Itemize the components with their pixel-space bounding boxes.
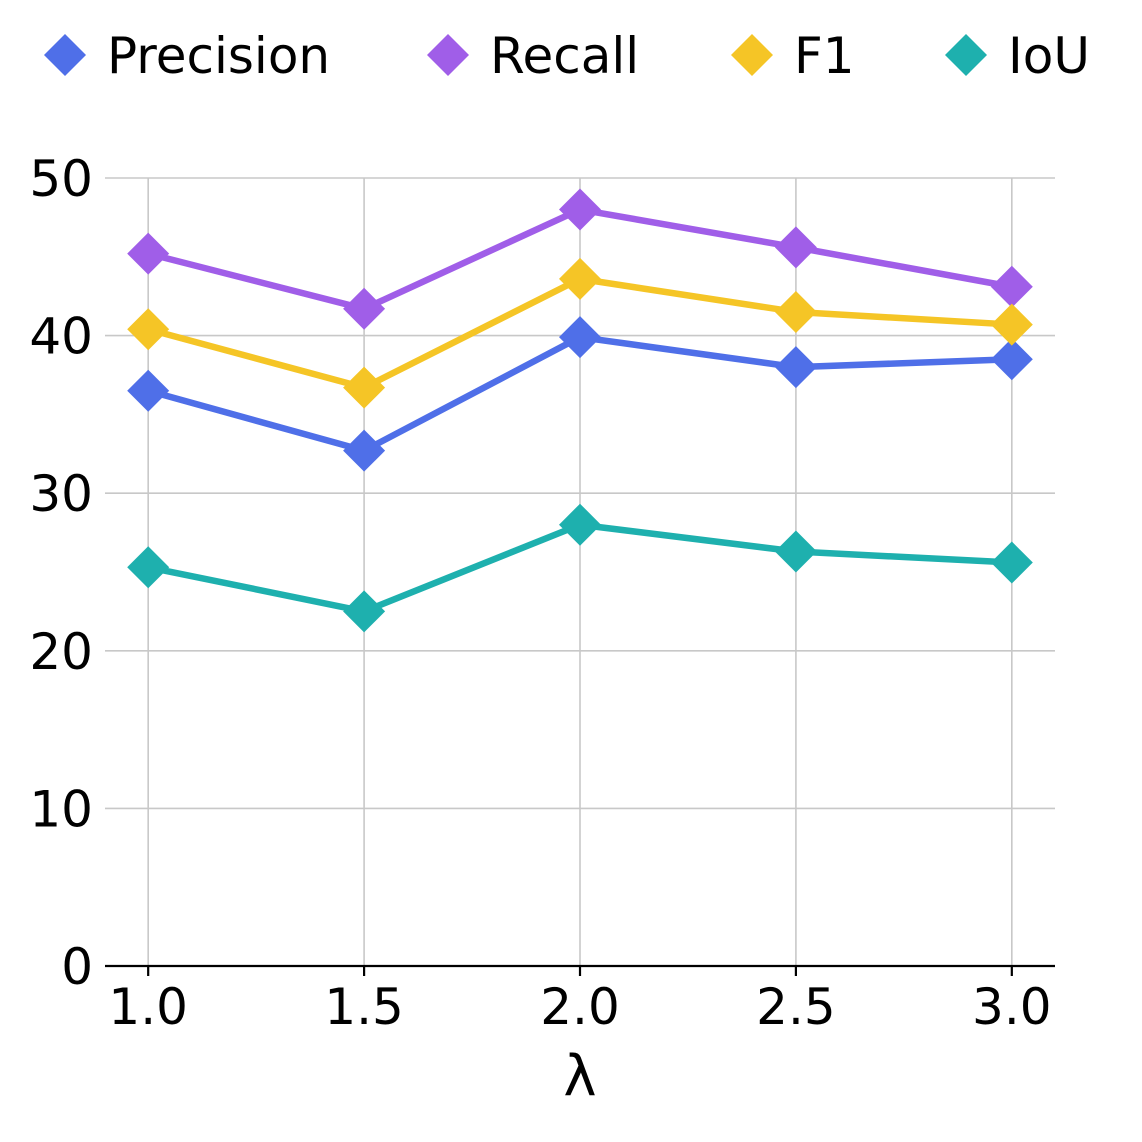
x-tick-label: 1.5: [324, 978, 404, 1036]
legend-label: IoU: [1008, 27, 1090, 85]
data-point-f1: [559, 257, 601, 300]
y-tick-label: 40: [29, 308, 93, 366]
x-tick-label: 2.5: [756, 978, 836, 1036]
data-point-precision: [559, 316, 601, 359]
data-point-recall: [774, 226, 817, 269]
y-tick-label: 50: [29, 150, 93, 208]
axes: 0 10 20 30 40 50 1.0 1.5 2.0 2.5 3.0: [29, 150, 1055, 1036]
legend-item-recall: Recall: [427, 27, 639, 85]
data-point-iou: [559, 503, 601, 546]
y-tick-label: 20: [29, 623, 93, 681]
series-iou: [127, 503, 1033, 633]
series-precision: [127, 316, 1033, 472]
legend: Precision Recall F1 IoU: [44, 27, 1090, 85]
data-point-precision: [343, 429, 386, 472]
x-tick-label: 3.0: [972, 978, 1052, 1036]
series-f1: [127, 257, 1033, 409]
data-point-precision: [990, 338, 1033, 381]
y-tick-label: 10: [29, 780, 93, 838]
data-point-iou: [990, 541, 1033, 584]
data-point-precision: [127, 369, 170, 412]
data-point-precision: [774, 346, 817, 389]
series-group: [127, 188, 1033, 633]
data-point-f1: [990, 303, 1033, 346]
legend-marker: [945, 34, 987, 76]
data-point-recall: [127, 232, 170, 275]
x-tick-label: 2.0: [540, 978, 620, 1036]
legend-item-f1: F1: [731, 27, 855, 85]
data-point-f1: [774, 290, 817, 333]
legend-label: Precision: [107, 27, 330, 85]
legend-marker: [427, 34, 469, 76]
y-tick-label: 0: [61, 938, 93, 996]
data-point-recall: [559, 188, 601, 231]
data-point-iou: [343, 590, 386, 633]
legend-label: Recall: [490, 27, 639, 85]
data-point-recall: [990, 265, 1033, 308]
legend-item-precision: Precision: [44, 27, 330, 85]
data-point-f1: [343, 366, 386, 409]
data-point-iou: [774, 530, 817, 573]
legend-label: F1: [794, 27, 855, 85]
data-point-recall: [343, 287, 386, 330]
data-point-f1: [127, 308, 170, 351]
x-tick-label: 1.0: [108, 978, 188, 1036]
legend-marker: [44, 34, 86, 76]
series-recall: [127, 188, 1033, 330]
y-tick-label: 30: [29, 465, 93, 523]
x-axis-title: λ: [563, 1044, 596, 1109]
legend-marker: [731, 34, 773, 76]
data-point-iou: [127, 546, 170, 589]
legend-item-iou: IoU: [945, 27, 1090, 85]
